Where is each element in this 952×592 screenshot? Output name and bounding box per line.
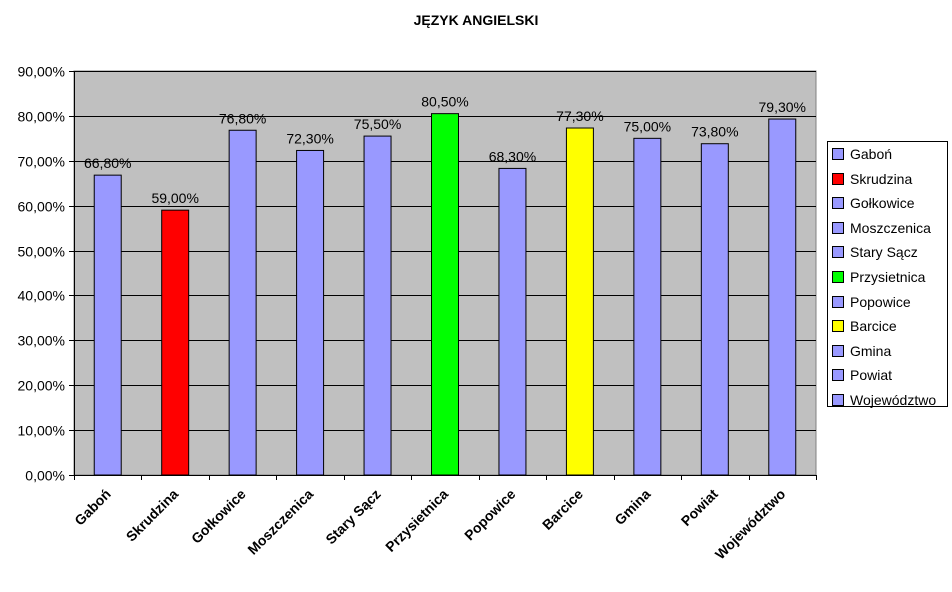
- legend-label: Skrudzina: [850, 170, 913, 187]
- y-tick-label: 50,00%: [18, 244, 65, 260]
- x-tick-label: Moszczenica: [244, 486, 316, 558]
- data-label: 77,30%: [556, 108, 603, 124]
- x-tick-label: Stary Sącz: [322, 486, 383, 547]
- bar: [700, 143, 729, 476]
- y-tick-label: 30,00%: [18, 333, 65, 349]
- legend-item: Moszczenica: [832, 217, 931, 239]
- legend-label: Stary Sącz: [850, 244, 918, 261]
- legend-swatch: [832, 246, 844, 259]
- bar: [363, 135, 392, 476]
- data-label: 75,50%: [354, 116, 401, 132]
- data-label: 66,80%: [84, 155, 131, 171]
- legend-label: Moszczenica: [850, 219, 931, 236]
- legend-item: Gaboń: [832, 143, 892, 165]
- data-label: 80,50%: [421, 94, 468, 110]
- legend-swatch: [832, 344, 844, 357]
- legend-label: Barcice: [850, 318, 897, 335]
- bar: [228, 129, 257, 476]
- data-label: 73,80%: [691, 124, 738, 140]
- bar: [633, 137, 662, 476]
- bar: [431, 113, 459, 476]
- legend-label: Gołkowice: [850, 195, 915, 212]
- chart-legend: Gaboń Skrudzina Gołkowice Moszczenica Stary …: [827, 141, 948, 408]
- x-tick-label: Przysietnica: [382, 486, 451, 555]
- x-tick-label: Popowice: [461, 486, 519, 544]
- legend-item: Skrudzina: [832, 168, 912, 190]
- legend-swatch: [832, 320, 844, 333]
- y-tick-label: 10,00%: [18, 423, 65, 439]
- legend-item: Barcice: [832, 315, 897, 337]
- y-tick-label: 20,00%: [18, 378, 65, 394]
- legend-label: Powiat: [850, 367, 893, 384]
- y-tick-label: 80,00%: [18, 109, 65, 125]
- legend-swatch: [832, 148, 844, 160]
- x-tick-label: Gołkowice: [188, 486, 249, 547]
- legend-label: Popowice: [850, 293, 911, 310]
- x-tick-label: Gmina: [611, 486, 653, 528]
- data-label: 68,30%: [489, 148, 536, 164]
- data-label: 59,00%: [151, 190, 198, 206]
- bar: [296, 149, 325, 476]
- legend-item: Województwo: [832, 389, 936, 411]
- data-label: 75,00%: [624, 118, 671, 134]
- y-tick-label: 0,00%: [25, 468, 65, 484]
- bar: [161, 209, 190, 476]
- y-tick-label: 70,00%: [18, 154, 65, 170]
- legend-swatch: [832, 271, 844, 283]
- legend-item: Stary Sącz: [832, 241, 918, 263]
- legend-swatch: [832, 394, 844, 406]
- x-tick-label: Gaboń: [71, 486, 114, 529]
- x-tick-label: Województwo: [712, 486, 789, 563]
- bar: [93, 174, 122, 476]
- legend-label: Województwo: [850, 392, 937, 408]
- legend-label: Gaboń: [850, 146, 893, 162]
- x-tick-label: Powiat: [678, 486, 721, 529]
- data-label: 76,80%: [219, 110, 266, 126]
- legend-item: Powiat: [832, 364, 892, 386]
- x-tick-label: Skrudzina: [123, 486, 182, 545]
- bar: [768, 118, 797, 476]
- y-tick-label: 60,00%: [18, 199, 65, 215]
- y-tick-label: 40,00%: [18, 288, 65, 304]
- y-tick-label: 90,00%: [18, 64, 65, 80]
- legend-item: Popowice: [832, 291, 911, 313]
- legend-swatch: [832, 172, 844, 185]
- legend-item: Gmina: [832, 340, 891, 362]
- x-tick-label: Barcice: [539, 486, 586, 533]
- legend-swatch: [832, 197, 844, 210]
- legend-item: Przysietnica: [832, 266, 925, 288]
- legend-item: Gołkowice: [832, 192, 915, 214]
- legend-swatch: [832, 221, 844, 234]
- bar: [498, 167, 527, 476]
- legend-label: Przysietnica: [850, 269, 926, 285]
- bar: [565, 127, 594, 476]
- chart-title: JĘZYK ANGIELSKI: [413, 12, 539, 28]
- data-label: 79,30%: [759, 99, 806, 115]
- data-label: 72,30%: [286, 130, 333, 146]
- legend-swatch: [832, 369, 844, 382]
- legend-label: Gmina: [850, 342, 892, 359]
- legend-swatch: [832, 295, 844, 308]
